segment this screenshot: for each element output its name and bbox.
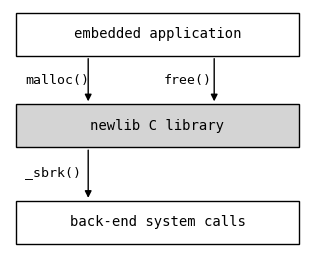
- Text: newlib C library: newlib C library: [90, 119, 225, 133]
- Text: _sbrk(): _sbrk(): [25, 166, 81, 179]
- Text: free(): free(): [164, 73, 212, 87]
- Text: back-end system calls: back-end system calls: [70, 215, 245, 229]
- Text: embedded application: embedded application: [74, 27, 241, 41]
- FancyBboxPatch shape: [16, 104, 299, 147]
- FancyBboxPatch shape: [16, 13, 299, 56]
- Text: malloc(): malloc(): [25, 73, 89, 87]
- FancyBboxPatch shape: [16, 201, 299, 244]
